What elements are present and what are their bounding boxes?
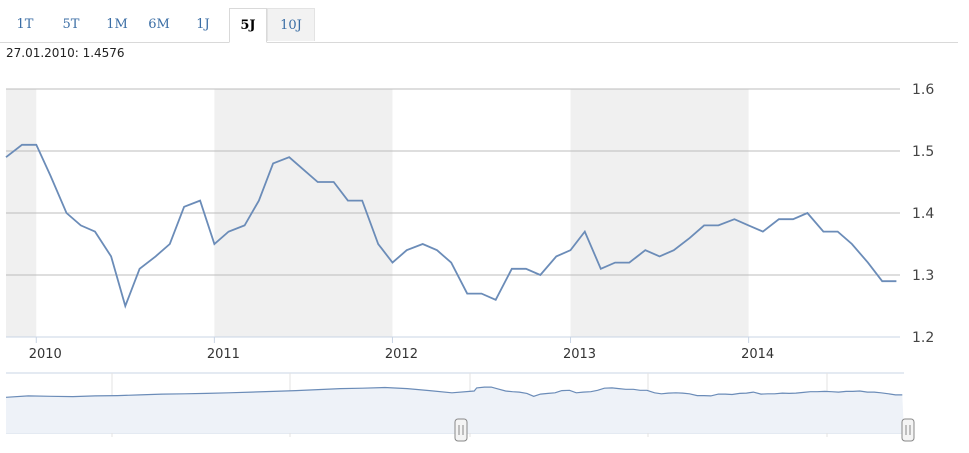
x-tick-label: 2012 (385, 347, 418, 362)
x-tick-label: 2010 (29, 347, 62, 362)
tab-1t[interactable]: 1T (16, 17, 34, 32)
x-axis-ticks: 2010 2011 2012 2013 2014 (29, 337, 774, 362)
tab-1j[interactable]: 1J (196, 17, 210, 32)
y-tick-label: 1.5 (912, 144, 934, 160)
y-tick-label: 1.6 (912, 82, 934, 98)
tab-6m[interactable]: 6M (148, 17, 170, 32)
timerange-tabbar: 1T 5T 1M 6M 1J 5J 10J (0, 8, 958, 43)
x-tick-label: 2013 (563, 347, 596, 362)
hover-value-readout: 27.01.2010: 1.4576 (6, 46, 125, 60)
navigator-area (6, 387, 904, 433)
x-tick-label: 2011 (207, 347, 240, 362)
navigator-left-handle[interactable] (454, 418, 468, 442)
navigator-right-handle[interactable] (901, 418, 915, 442)
y-axis-ticks: 1.2 1.3 1.4 1.5 1.6 (912, 82, 934, 346)
y-tick-label: 1.4 (912, 206, 934, 222)
tab-5t[interactable]: 5T (62, 17, 80, 32)
tab-10j[interactable]: 10J (267, 8, 315, 41)
y-tick-label: 1.2 (912, 330, 934, 346)
handle-grip (901, 418, 915, 442)
gridlines (6, 88, 900, 338)
navigator-line (5, 386, 903, 398)
y-tick-label: 1.3 (912, 268, 934, 284)
price-line (5, 143, 897, 309)
navigator: 20062008201020122014 (5, 372, 915, 442)
x-tick-label: 2014 (741, 347, 774, 362)
tab-1m[interactable]: 1M (106, 17, 128, 32)
tab-5j[interactable]: 5J (229, 8, 267, 43)
handle-grip (454, 418, 468, 442)
